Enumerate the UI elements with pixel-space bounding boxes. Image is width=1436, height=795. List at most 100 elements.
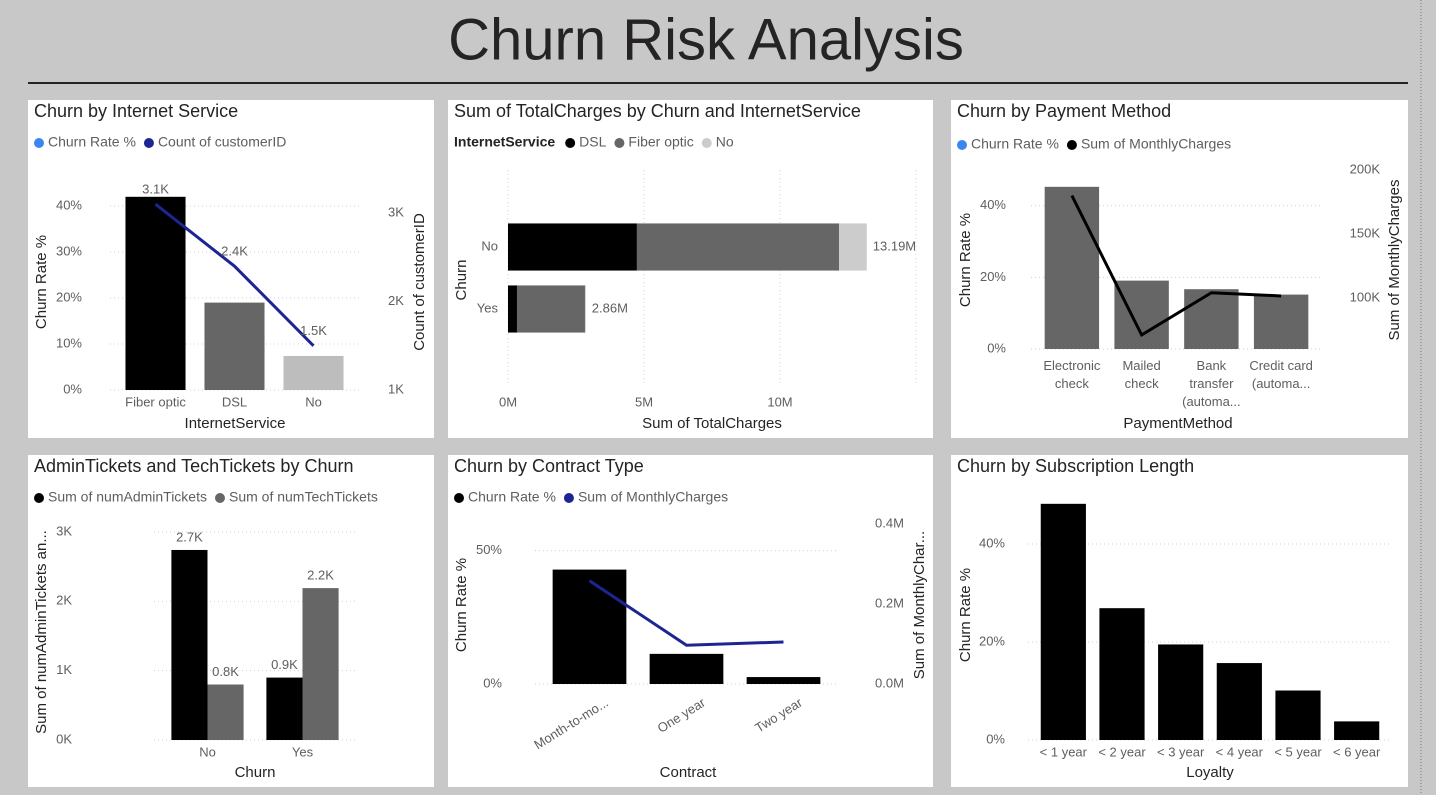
bar [266,677,303,740]
x-tick-label: No [199,744,216,759]
x-tick-label: < 5 year [1274,744,1322,759]
bar [649,653,724,684]
x-tick-label-box: Credit card (automa... [1249,358,1313,391]
x-tick-label: Mailed check [1122,358,1161,391]
x-axis-title: Contract [660,764,718,781]
x-tick-label: < 2 year [1098,744,1146,759]
bar [1275,690,1321,740]
y-tick-label: No [481,238,498,253]
x-tick-label: Credit card (automa... [1249,358,1313,391]
legend-swatch [1066,140,1077,150]
legend-swatch [454,493,464,503]
y2-tick-label: 2K [388,293,404,308]
y-tick-label: 10% [56,335,82,350]
data-label: 0.8K [212,664,239,679]
legend-swatch [701,138,712,148]
x-tick-label-box: Electronic check [1043,358,1100,391]
data-label: 2.2K [307,568,334,583]
x-axis-title: Loyalty [1186,764,1234,781]
bar [1334,721,1380,740]
bar [302,588,339,740]
x-tick-label: 10M [767,394,792,409]
bar [1099,608,1145,740]
bar-segment [636,223,840,271]
x-tick-label: < 1 year [1040,744,1088,759]
bar [1158,644,1204,740]
x-tick-label: 5M [635,394,653,409]
panel [448,455,933,787]
y2-tick-label: 0.2M [875,595,904,610]
legend-label: Sum of numTechTickets [229,489,378,505]
data-label: 2.4K [221,244,248,259]
legend-label: DSL [579,134,606,150]
legend-label: Sum of numAdminTickets [48,489,207,505]
y-tick-label: 0% [986,731,1005,746]
x-axis-title: Churn [235,764,276,781]
y2-tick-label: 1K [388,381,404,396]
line [154,203,315,347]
y-axis-title: Sum of numAdminTickets an... [33,530,50,734]
legend-swatch [563,493,574,503]
bar-segment [584,285,586,333]
y-tick-label: 3K [56,523,72,538]
y2-tick-label: 100K [1350,289,1381,304]
y2-axis-title: Sum of MonthlyCharges [1386,180,1403,341]
y-axis-title: Churn Rate % [957,568,974,662]
chart-title: Churn by Internet Service [34,101,238,121]
x-tick-label: Yes [292,744,314,759]
y2-axis-title: Sum of MonthlyChar... [911,531,928,679]
bar [207,684,244,740]
data-label: 1.5K [300,323,327,338]
legend-label: Sum of MonthlyCharges [1081,136,1231,152]
bar [1184,289,1239,349]
bar [171,549,208,740]
y-axis-title: Churn [453,260,470,301]
chart-title: AdminTickets and TechTickets by Churn [34,456,353,476]
y-tick-label: 50% [476,542,502,557]
y-tick-label: Yes [477,300,499,315]
y-tick-label: 0K [56,731,72,746]
bar [552,569,627,684]
y2-tick-label: 0.0M [875,675,904,690]
dashboard-title: Churn Risk Analysis [448,7,964,72]
legend-label: Count of customerID [158,134,286,150]
data-label: 3.1K [142,182,169,197]
legend-swatch [143,138,154,148]
y-tick-label: 30% [56,243,82,258]
data-label: 2.7K [176,529,203,544]
y-tick-label: 0% [483,675,502,690]
y2-tick-label: 150K [1350,225,1381,240]
x-tick-label: < 4 year [1216,744,1264,759]
panel [951,100,1408,438]
x-tick-label-box: Mailed check [1122,358,1161,391]
y2-axis-title: Count of customerID [411,213,428,351]
data-label: 0.9K [271,657,298,672]
bar-segment [516,285,585,333]
y-tick-label: 0% [63,381,82,396]
line [588,579,784,647]
x-axis-title: InternetService [185,415,286,432]
y2-tick-label: 200K [1350,161,1381,176]
x-axis-title: PaymentMethod [1123,415,1232,432]
x-tick-label-box: Bank transfer (automa... [1182,358,1241,409]
legend-label: Churn Rate % [468,489,556,505]
bar [1040,503,1086,740]
y-tick-label: 20% [980,269,1006,284]
bar-segment [508,223,637,271]
bar [1253,294,1309,349]
y-axis-title: Churn Rate % [957,213,974,307]
legend-swatch [957,140,967,150]
y-tick-label: 20% [56,289,82,304]
bar [1216,663,1262,740]
bar-segment [839,223,867,271]
chart-title: Sum of TotalCharges by Churn and Interne… [454,101,861,121]
legend-swatch [34,493,44,503]
y2-tick-label: 0.4M [875,515,904,530]
x-tick-label: 0M [499,394,517,409]
chart-title: Churn by Subscription Length [957,456,1194,476]
bar [204,302,265,390]
bar [1114,280,1169,349]
y-axis-title: Churn Rate % [33,235,50,329]
y2-tick-label: 3K [388,205,404,220]
line [1070,194,1282,338]
